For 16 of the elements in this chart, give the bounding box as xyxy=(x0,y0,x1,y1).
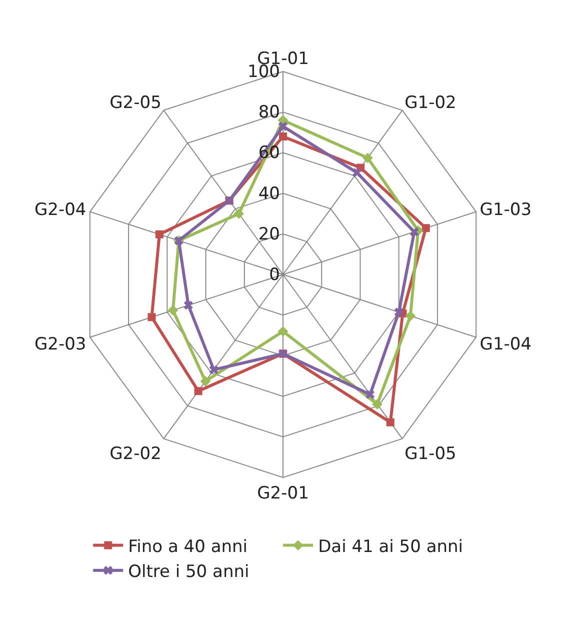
y-tick-label: 0 xyxy=(269,265,280,286)
spoke-label: G2-03 xyxy=(34,334,86,354)
spoke-label: G1-02 xyxy=(404,92,456,113)
spoke-label: G2-04 xyxy=(34,200,86,220)
legend-label: Fino a 40 anni xyxy=(128,536,248,557)
spoke-label: G1-04 xyxy=(480,334,532,354)
legend-label: Oltre i 50 anni xyxy=(128,562,250,582)
legend-label: Dai 41 ai 50 anni xyxy=(318,536,464,557)
y-tick-label: 20 xyxy=(258,224,280,244)
spoke-label: G1-03 xyxy=(480,200,532,220)
y-tick-label: 40 xyxy=(258,184,280,204)
spoke-label: G2-01 xyxy=(257,483,309,504)
spoke-label: G2-05 xyxy=(110,92,162,113)
spoke-label: G2-02 xyxy=(110,444,162,464)
spoke-label: G1-05 xyxy=(404,444,456,464)
y-tick-label: 80 xyxy=(258,102,280,123)
